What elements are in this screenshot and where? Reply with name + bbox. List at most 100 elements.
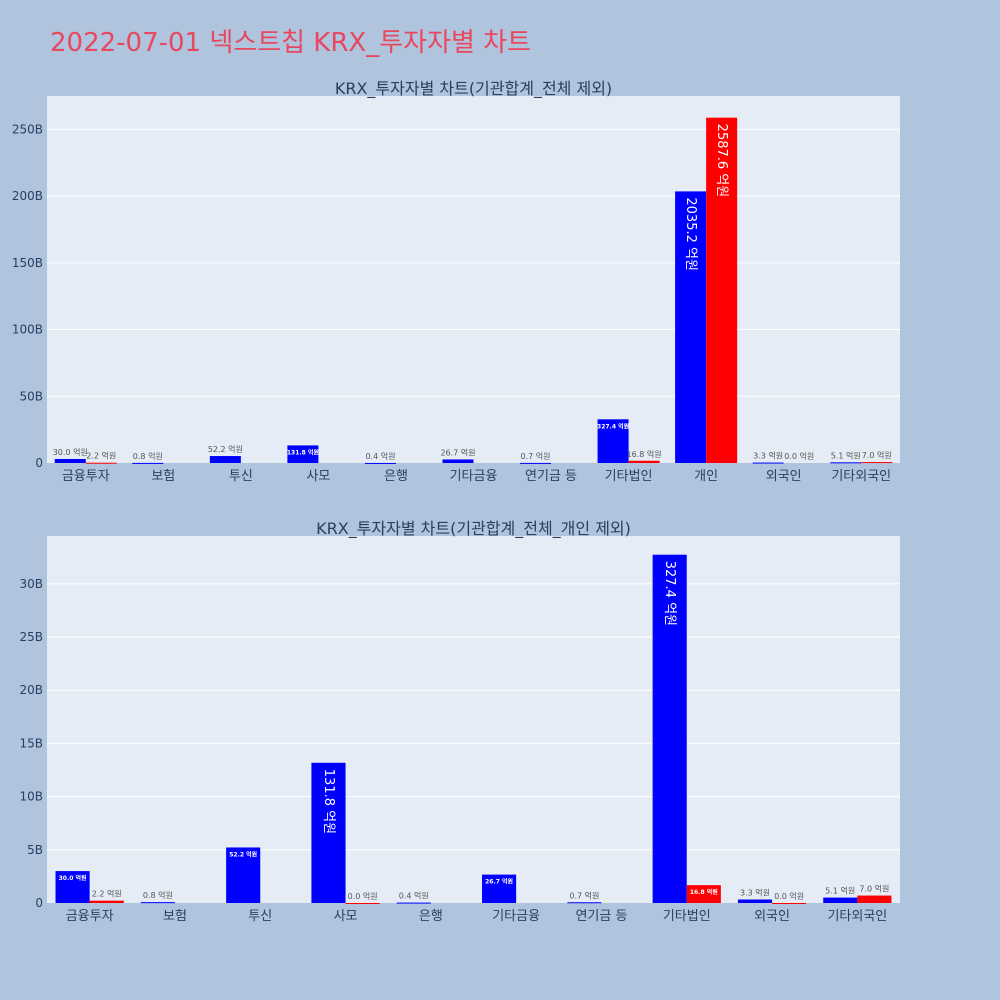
x-tick-label: 은행: [384, 468, 408, 484]
bar: [675, 191, 707, 463]
bar: [567, 902, 602, 904]
data-label: 26.7 억원: [485, 878, 513, 886]
x-tick-label: 외국인: [766, 469, 802, 484]
y-tick-label: 100B: [12, 323, 43, 337]
data-label: 0.0 억원: [774, 891, 804, 901]
x-tick-label: 보험: [163, 909, 187, 924]
bar: [85, 462, 117, 464]
x-tick-label: 기타금융: [492, 909, 540, 924]
data-label: 0.8 억원: [133, 451, 163, 461]
chart-title: KRX_투자자별 차트(기관합계_전체 제외): [335, 79, 612, 99]
x-tick-label: 기타외국인: [831, 469, 891, 484]
bar: [364, 462, 396, 464]
x-tick-label: 기타법인: [605, 469, 653, 484]
bar: [752, 462, 784, 464]
y-tick-label: 15B: [19, 736, 43, 750]
data-label: 30.0 억원: [59, 874, 87, 882]
bar: [597, 419, 629, 463]
y-tick-label: 10B: [19, 790, 43, 804]
x-tick-label: 은행: [419, 908, 443, 924]
data-label: 131.8 억원: [287, 448, 319, 456]
bar: [140, 902, 175, 904]
data-label: 0.0 억원: [784, 451, 814, 461]
y-tick-label: 0: [35, 456, 43, 470]
bar: [823, 897, 858, 903]
bar: [652, 554, 687, 903]
data-label: 0.4 억원: [399, 891, 429, 901]
y-tick-label: 50B: [19, 389, 43, 403]
bar: [686, 885, 721, 903]
y-tick-label: 30B: [19, 577, 43, 591]
data-label: 52.2 억원: [208, 444, 243, 454]
data-label: 0.4 억원: [365, 451, 395, 461]
bar: [287, 445, 319, 463]
bar: [132, 462, 164, 464]
bar: [55, 871, 90, 903]
x-tick-label: 기타외국인: [827, 909, 887, 924]
x-tick-label: 금융투자: [62, 469, 110, 484]
bar: [442, 459, 474, 463]
data-label: 2035.2 억원: [683, 197, 698, 271]
bar: [772, 902, 807, 904]
bar: [311, 762, 346, 903]
bar: [345, 902, 380, 904]
bar: [830, 462, 862, 464]
data-label: 327.4 억원: [597, 422, 629, 430]
data-label: 52.2 억원: [229, 850, 257, 858]
data-label: 3.3 억원: [740, 887, 770, 897]
data-label: 7.0 억원: [862, 450, 892, 460]
bar: [857, 895, 892, 903]
bar: [226, 847, 261, 903]
x-tick-label: 사모: [306, 469, 330, 484]
x-tick-label: 연기금 등: [575, 909, 627, 924]
x-tick-label: 투신: [229, 469, 253, 484]
y-tick-label: 25B: [19, 630, 43, 644]
data-label: 30.0 억원: [53, 447, 88, 457]
data-label: 2.2 억원: [86, 451, 116, 461]
bar: [209, 456, 241, 463]
chart-title: KRX_투자자별 차트(기관합계_전체_개인 제외): [316, 519, 631, 539]
bar: [737, 899, 773, 903]
x-tick-label: 연기금 등: [525, 469, 577, 484]
data-label: 7.0 억원: [859, 884, 889, 894]
data-label: 0.8 억원: [143, 890, 173, 900]
bar: [54, 458, 86, 463]
page-title: 2022-07-01 넥스트칩 KRX_투자자별 차트: [50, 28, 532, 58]
x-tick-label: 외국인: [754, 909, 790, 924]
plot-area: [47, 96, 900, 463]
x-tick-label: 기타법인: [663, 909, 711, 924]
data-label: 131.8 억원: [321, 769, 336, 834]
data-label: 16.8 억원: [690, 888, 718, 896]
bar: [396, 902, 431, 904]
y-tick-label: 200B: [12, 189, 43, 203]
data-label: 0.7 억원: [569, 890, 599, 900]
data-label: 2.2 억원: [92, 889, 122, 899]
bar: [89, 900, 124, 903]
plot-area: [47, 536, 900, 903]
data-label: 0.0 억원: [348, 891, 378, 901]
chart-institution-individual-excluded: 0 5B 10B 15B 20B 25B 30B KRX_투자자별 차트(기관합계_전체_개인…: [19, 519, 900, 924]
data-label: 26.7 억원: [440, 447, 475, 457]
bar: [520, 462, 552, 464]
y-tick-label: 0: [35, 896, 43, 910]
x-tick-label: 투신: [248, 909, 272, 924]
data-label: 0.7 억원: [521, 451, 551, 461]
bar: [628, 460, 660, 463]
y-tick-label: 150B: [12, 256, 43, 270]
data-label: 327.4 억원: [662, 561, 677, 626]
data-label: 2587.6 억원: [714, 124, 729, 198]
data-label: 16.8 억원: [627, 449, 662, 459]
data-label: 5.1 억원: [831, 450, 861, 460]
bar: [482, 874, 517, 903]
y-tick-label: 20B: [19, 683, 43, 697]
x-tick-label: 보험: [151, 469, 175, 484]
y-tick-label: 5B: [27, 843, 43, 857]
chart-institution-excluded: 0 50B 100B 150B 200B 250B KRX_투자자별 차트(기관합계_전체 …: [12, 79, 900, 484]
x-tick-label: 금융투자: [66, 909, 114, 924]
x-tick-label: 기타금융: [450, 469, 498, 484]
data-label: 5.1 억원: [825, 886, 855, 896]
bar: [861, 462, 893, 464]
data-label: 3.3 억원: [753, 451, 783, 461]
y-tick-label: 250B: [12, 122, 43, 136]
bar: [706, 117, 738, 463]
